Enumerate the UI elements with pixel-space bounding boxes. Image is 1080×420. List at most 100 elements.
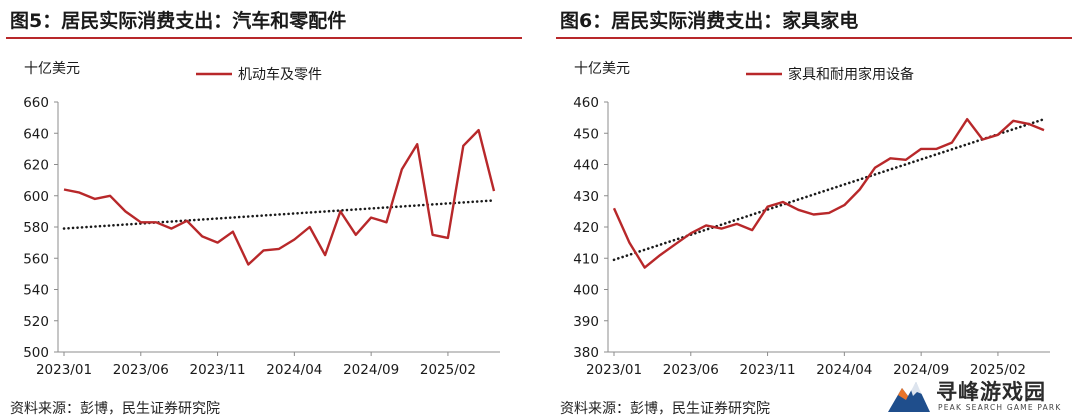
chart-panel-auto-parts: 图5：居民实际消费支出：汽车和零配件 十亿美元 机动车及零件 500 520 540 56… bbox=[0, 0, 530, 420]
data-point bbox=[416, 143, 418, 145]
legend: 机动车及零件 bbox=[196, 66, 322, 83]
data-point bbox=[462, 145, 464, 147]
data-point bbox=[997, 134, 999, 136]
x-tick-label: 2023/11 bbox=[740, 362, 796, 378]
trendline bbox=[612, 117, 1046, 262]
data-point bbox=[736, 223, 738, 225]
y-tick-label: 380 bbox=[573, 345, 599, 361]
data-point bbox=[966, 118, 968, 120]
x-tick-label: 2023/06 bbox=[113, 362, 169, 378]
y-tick-label: 580 bbox=[23, 220, 49, 236]
x-tick-label: 2025/02 bbox=[420, 362, 476, 378]
y-tick-label: 450 bbox=[573, 126, 599, 142]
y-tick-label: 440 bbox=[573, 158, 599, 174]
chart-title: 图6：居民实际消费支出：家具家电 bbox=[560, 10, 859, 32]
data-point bbox=[155, 221, 157, 223]
data-point bbox=[751, 229, 753, 231]
data-point bbox=[812, 213, 814, 215]
unit-label: 十亿美元 bbox=[574, 61, 630, 77]
data-point bbox=[124, 210, 126, 212]
data-point bbox=[78, 191, 80, 193]
watermark: 寻峰游戏园 PEAK SEARCH GAME PARK bbox=[886, 376, 1076, 416]
legend: 家具和耐用家用设备 bbox=[746, 66, 914, 83]
x-tick-label: 2023/11 bbox=[190, 362, 246, 378]
data-point bbox=[293, 238, 295, 240]
x-tick-label: 2024/09 bbox=[893, 362, 949, 378]
data-point bbox=[920, 148, 922, 150]
data-point bbox=[797, 209, 799, 211]
data-point bbox=[843, 204, 845, 206]
data-point bbox=[170, 227, 172, 229]
watermark-name-en: PEAK SEARCH GAME PARK bbox=[938, 403, 1062, 412]
data-point bbox=[628, 241, 630, 243]
x-tick-label: 2023/06 bbox=[663, 362, 719, 378]
data-point bbox=[447, 237, 449, 239]
line-chart-furniture: 十亿美元 家具和耐用家用设备 380 390 400 410 420 430 440 450 460… bbox=[573, 61, 1050, 378]
data-point bbox=[385, 221, 387, 223]
unit-label: 十亿美元 bbox=[24, 61, 80, 77]
legend-label: 机动车及零件 bbox=[238, 66, 322, 83]
source-note: 资料来源：彭博，民生证券研究院 bbox=[560, 401, 770, 417]
y-tick-label: 430 bbox=[573, 189, 599, 205]
y-tick-label: 620 bbox=[23, 158, 49, 174]
data-point bbox=[690, 232, 692, 234]
x-tick-label: 2024/09 bbox=[343, 362, 399, 378]
y-tick-label: 460 bbox=[573, 95, 599, 111]
y-tick-label: 600 bbox=[23, 189, 49, 205]
data-point bbox=[355, 234, 357, 236]
data-point bbox=[859, 188, 861, 190]
data-point bbox=[370, 216, 372, 218]
data-point bbox=[720, 227, 722, 229]
data-point bbox=[782, 201, 784, 203]
trendline bbox=[62, 199, 496, 230]
data-point bbox=[477, 129, 479, 131]
x-tick-label: 2024/04 bbox=[816, 362, 872, 378]
data-point bbox=[262, 249, 264, 251]
data-point bbox=[828, 212, 830, 214]
title-divider bbox=[6, 37, 522, 39]
series-line bbox=[63, 128, 496, 266]
y-tick-label: 500 bbox=[23, 345, 49, 361]
y-tick-label: 660 bbox=[23, 95, 49, 111]
y-tick-label: 640 bbox=[23, 126, 49, 142]
data-point bbox=[889, 157, 891, 159]
data-point bbox=[659, 254, 661, 256]
watermark-name-cn: 寻峰游戏园 bbox=[936, 380, 1046, 404]
data-point bbox=[94, 198, 96, 200]
title-divider bbox=[556, 37, 1072, 39]
data-point bbox=[905, 159, 907, 161]
data-point bbox=[324, 254, 326, 256]
data-point bbox=[935, 148, 937, 150]
data-point bbox=[247, 263, 249, 265]
data-point bbox=[232, 230, 234, 232]
data-point bbox=[705, 224, 707, 226]
data-point bbox=[1043, 129, 1045, 131]
data-point bbox=[674, 243, 676, 245]
data-point bbox=[140, 221, 142, 223]
data-point bbox=[401, 168, 403, 170]
data-point bbox=[63, 188, 65, 190]
data-point bbox=[186, 220, 188, 222]
data-point bbox=[216, 241, 218, 243]
x-tick-label: 2025/02 bbox=[970, 362, 1026, 378]
y-tick-label: 390 bbox=[573, 314, 599, 330]
data-point bbox=[1027, 123, 1029, 125]
y-tick-label: 520 bbox=[23, 314, 49, 330]
x-tick-label: 2023/01 bbox=[586, 362, 642, 378]
data-point bbox=[951, 141, 953, 143]
series-line bbox=[612, 117, 1045, 269]
data-point bbox=[613, 207, 615, 209]
data-point bbox=[201, 235, 203, 237]
data-point bbox=[278, 248, 280, 250]
data-point bbox=[309, 226, 311, 228]
x-tick-label: 2023/01 bbox=[36, 362, 92, 378]
chart-title: 图5：居民实际消费支出：汽车和零配件 bbox=[10, 10, 347, 32]
y-tick-label: 420 bbox=[573, 220, 599, 236]
data-point bbox=[644, 266, 646, 268]
chart-panel-furniture: 图6：居民实际消费支出：家具家电 十亿美元 家具和耐用家用设备 380 390 400 4… bbox=[550, 0, 1080, 420]
data-point bbox=[874, 166, 876, 168]
y-tick-label: 410 bbox=[573, 251, 599, 267]
data-point bbox=[431, 234, 433, 236]
line-chart-auto-parts: 十亿美元 机动车及零件 500 520 540 560 580 600 620 640 660 202… bbox=[23, 61, 500, 378]
data-point bbox=[981, 138, 983, 140]
